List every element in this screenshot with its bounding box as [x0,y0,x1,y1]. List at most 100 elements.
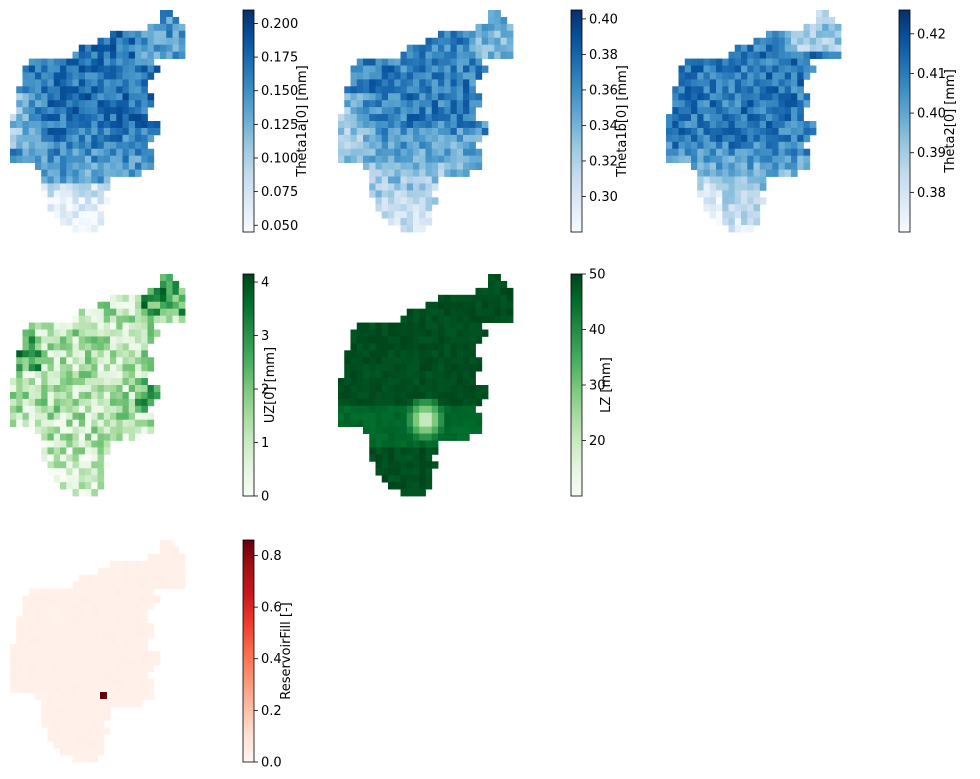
heatmap-cell [60,190,67,198]
heatmap-cell [135,398,142,407]
heatmap-cell [10,378,17,386]
heatmap-cell [28,364,36,372]
heatmap-cell [425,378,433,386]
heatmap-cell [369,454,376,462]
heatmap-cell [481,329,489,337]
heatmap-cell [394,447,401,455]
heatmap-cell [691,72,698,80]
heatmap-cell [47,609,55,617]
heatmap-cell [110,588,117,596]
heatmap-cell [741,211,748,219]
heatmap-cell [394,350,401,358]
heatmap-cell [116,148,123,157]
heatmap-cell [66,664,73,673]
heatmap-cell [28,121,36,129]
heatmap-cell [97,378,105,386]
heatmap-cell [778,79,786,87]
heatmap-cell [166,23,173,32]
heatmap-cell [791,79,798,87]
heatmap-cell [500,51,508,59]
heatmap-cell [419,169,426,177]
heatmap-cell [103,364,111,372]
heatmap-cell [716,114,723,122]
heatmap-cell [753,169,761,177]
heatmap-cell [791,162,798,170]
heatmap-cell [53,657,61,666]
heatmap-cell [728,79,736,87]
heatmap-cell [72,475,80,483]
heatmap-cell [791,134,798,143]
heatmap-cell [35,398,42,407]
heatmap-cell [816,10,823,18]
heatmap-cell [419,225,426,233]
heatmap-cell [35,148,42,157]
heatmap-cell [110,169,117,177]
heatmap-cell [122,364,130,372]
heatmap-cell [22,412,30,421]
heatmap-cell [16,391,23,400]
heatmap-cell [153,574,161,583]
heatmap-cell [419,475,426,483]
heatmap-cell [135,44,142,53]
heatmap-cell [709,65,717,73]
heatmap-cell [47,595,55,603]
heatmap-cell [797,51,804,59]
heatmap-cell [66,685,73,694]
heatmap-cell [141,574,148,583]
heatmap-cell [110,294,117,303]
heatmap-cell [97,405,105,414]
heatmap-cell [450,426,458,434]
heatmap-cell [122,127,130,136]
heatmap-cell [128,616,136,624]
heatmap-cell [53,364,61,372]
heatmap-cell [60,664,67,673]
heatmap-cell [122,433,130,441]
heatmap-cell [91,685,98,694]
heatmap-cell [116,141,123,150]
heatmap-cell [500,287,508,296]
heatmap-cell [356,155,364,164]
heatmap-cell [425,419,433,428]
heatmap-cell [122,671,130,680]
heatmap-cell [419,100,426,108]
heatmap-cell [666,121,673,129]
heatmap-cell [759,58,767,66]
heatmap-cell [16,657,23,666]
heatmap-cell [22,350,30,358]
heatmap-cell [406,447,414,455]
heatmap-cell [400,419,408,428]
heatmap-cell [400,447,408,455]
heatmap-cell [388,398,395,407]
heatmap-cell [394,454,401,462]
heatmap-cell [413,107,420,115]
heatmap-cell [469,51,476,59]
heatmap-cell [60,58,67,66]
heatmap-cell [66,727,73,735]
heatmap-cell [103,315,111,323]
heatmap-cell [406,134,414,143]
heatmap-cell [728,65,736,73]
heatmap-cell [475,391,483,400]
heatmap-cell [72,225,80,233]
heatmap-cell [172,280,180,289]
heatmap-cell [122,595,130,603]
heatmap-cell [369,336,376,344]
heatmap-cell [400,79,408,87]
heatmap-cell [35,58,42,66]
heatmap-cell [456,114,464,122]
heatmap-cell [128,699,136,707]
heatmap-cell [103,412,111,421]
heatmap-cell [22,72,30,80]
heatmap-cell [741,204,748,212]
heatmap-cell [381,155,389,164]
heatmap-cell [369,107,376,115]
heatmap-cell [709,190,717,198]
heatmap-cell [456,127,464,136]
heatmap-cell [709,204,717,212]
heatmap-cell [41,426,48,434]
colorbar-tick-label: 0.34 [589,119,618,134]
colorbar-label: Theta2[0] [mm] [943,69,958,174]
heatmap-cell [28,343,36,351]
heatmap-cell [381,405,389,414]
